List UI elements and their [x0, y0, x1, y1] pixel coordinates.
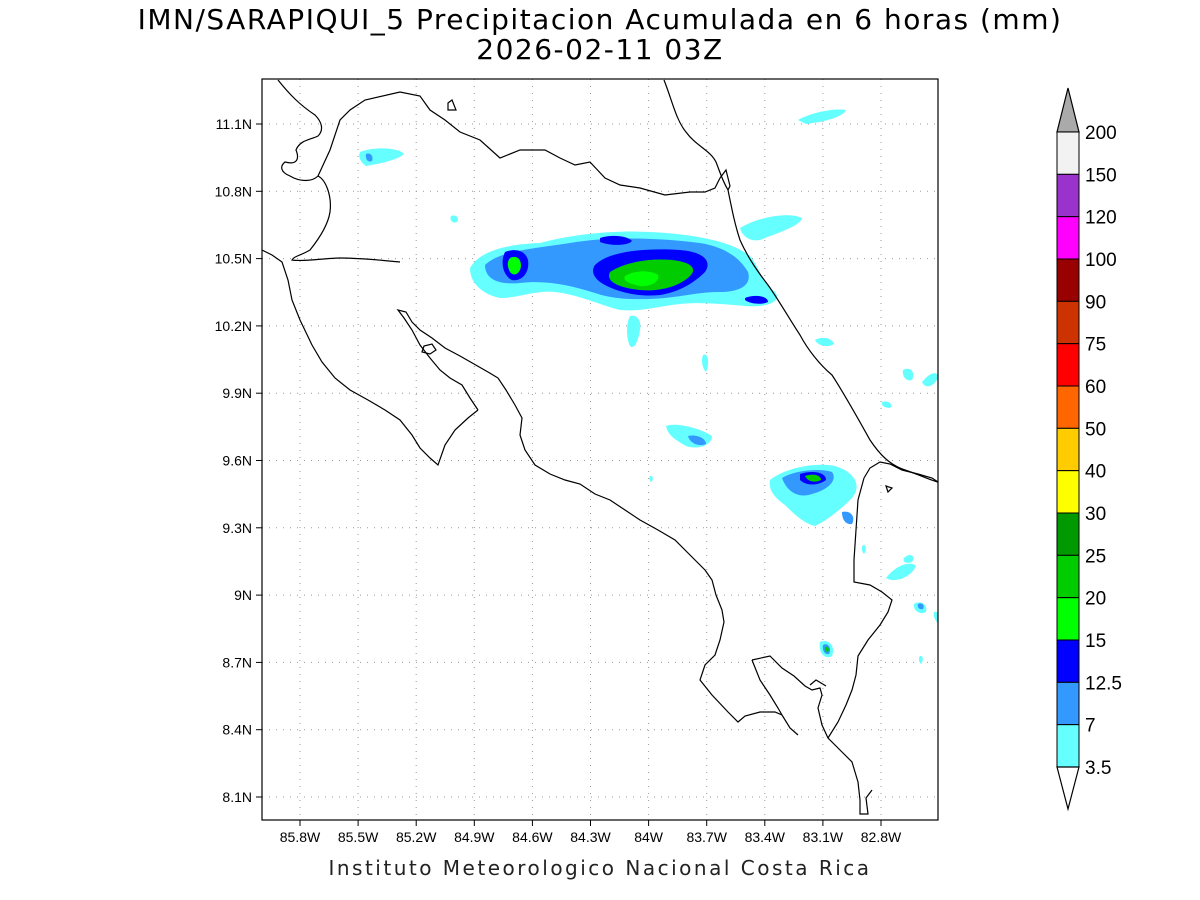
map-date: 2026-02-11 03Z [476, 33, 724, 66]
coastline [262, 79, 938, 815]
precip-region [688, 435, 706, 446]
y-tick-label: 8.4N [222, 722, 252, 738]
colorbar-swatch [1056, 131, 1080, 175]
colorbar-swatch [1056, 724, 1080, 768]
colorbar-label: 30 [1085, 504, 1106, 525]
x-axis: 85.8W 85.5W 85.2W 84.9W 84.6W 84.3W 84W 83.7W 83… [280, 820, 902, 845]
colorbar-label: 15 [1085, 631, 1106, 652]
x-tick-label: 83.4W [745, 829, 786, 845]
precip-region [627, 315, 641, 348]
precip-region [649, 475, 653, 482]
precip-region [359, 148, 404, 166]
precip-region [881, 401, 892, 408]
precip-region [917, 603, 924, 610]
precip-region [365, 153, 373, 162]
y-tick-label: 9.3N [222, 520, 252, 536]
colorbar-label: 40 [1085, 462, 1106, 483]
colorbar-label: 25 [1085, 546, 1106, 567]
precip-region [798, 109, 846, 124]
x-tick-label: 85.5W [338, 829, 379, 845]
colorbar-swatch [1056, 258, 1080, 302]
colorbar-label: 120 [1085, 208, 1117, 229]
precip-region [842, 511, 854, 525]
precip-region [740, 215, 802, 241]
colorbar-label: 20 [1085, 589, 1106, 610]
y-tick-label: 11.1N [216, 116, 252, 132]
precip-region [600, 235, 632, 245]
map-frame [261, 78, 939, 821]
precip-region [805, 474, 821, 482]
colorbar-label: 75 [1085, 335, 1106, 356]
y-axis: 11.1N 10.8N 10.5N 10.2N 9.9N 9.6N 9.3N 9N 8.7N 8.… [215, 116, 262, 805]
colorbar-label: 50 [1085, 419, 1106, 440]
colorbar-label: 60 [1085, 377, 1106, 398]
x-tick-label: 85.8W [280, 829, 321, 845]
colorbar-swatch [1056, 681, 1080, 726]
colorbar-swatch [1056, 639, 1080, 683]
colorbar-over-triangle [1056, 87, 1080, 133]
colorbar-label: 90 [1085, 292, 1106, 313]
colorbar-label: 200 [1085, 123, 1117, 144]
precip-region [824, 646, 829, 652]
x-tick-label: 82.8W [861, 829, 902, 845]
colorbar-label: 3.5 [1085, 758, 1111, 779]
precip-region [702, 354, 709, 372]
colorbar-swatch [1056, 173, 1080, 218]
y-tick-label: 9.9N [222, 385, 252, 401]
x-tick-label: 85.2W [396, 829, 437, 845]
precip-region [815, 337, 834, 347]
colorbar-swatch [1056, 216, 1080, 260]
precip-region [861, 544, 866, 554]
precip-region [886, 563, 916, 581]
colorbar-swatch [1056, 597, 1080, 641]
precip-overlay [359, 109, 938, 664]
precip-region [918, 655, 923, 664]
precip-region [507, 256, 521, 275]
precip-region [450, 215, 459, 223]
footer-credit: Instituto Meteorologico Nacional Costa R… [328, 856, 872, 880]
map-title: IMN/SARAPIQUI_5 Precipitacion Acumulada … [137, 3, 1063, 36]
colorbar-swatch [1056, 554, 1080, 599]
x-tick-label: 84.9W [454, 829, 495, 845]
colorbar-swatch [1056, 512, 1080, 556]
colorbar-swatch [1056, 470, 1080, 514]
colorbar-swatch [1056, 300, 1080, 345]
y-tick-label: 9N [234, 587, 252, 603]
precip-region [624, 271, 659, 287]
colorbar-under-triangle [1056, 766, 1080, 812]
colorbar: 200 150 120 100 90 75 60 50 40 30 25 20 15 12.5 7 3.5 [1056, 87, 1122, 812]
colorbar-swatch [1056, 385, 1080, 429]
y-tick-label: 10.5N [215, 251, 252, 267]
precip-region [902, 368, 914, 381]
y-tick-label: 10.8N [215, 183, 252, 199]
x-tick-label: 84W [634, 829, 664, 845]
x-tick-label: 84.6W [512, 829, 553, 845]
y-tick-label: 10.2N [215, 318, 252, 334]
x-tick-label: 83.1W [803, 829, 844, 845]
precip-region [745, 295, 768, 304]
y-tick-label: 8.1N [222, 789, 252, 805]
precip-region [903, 555, 914, 563]
colorbar-label: 12.5 [1085, 673, 1122, 694]
colorbar-label: 150 [1085, 165, 1117, 186]
colorbar-label: 7 [1085, 716, 1096, 737]
precip-region [922, 373, 938, 387]
y-tick-label: 9.6N [222, 453, 252, 469]
y-tick-label: 8.7N [222, 654, 252, 670]
colorbar-swatch [1056, 427, 1080, 472]
x-tick-label: 83.7W [686, 829, 727, 845]
grid-lines [262, 79, 938, 820]
colorbar-swatch [1056, 343, 1080, 387]
colorbar-label: 100 [1085, 250, 1117, 271]
precip-region [933, 611, 938, 624]
x-tick-label: 84.3W [570, 829, 611, 845]
